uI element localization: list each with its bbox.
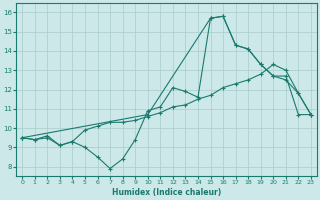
X-axis label: Humidex (Indice chaleur): Humidex (Indice chaleur) (112, 188, 221, 197)
